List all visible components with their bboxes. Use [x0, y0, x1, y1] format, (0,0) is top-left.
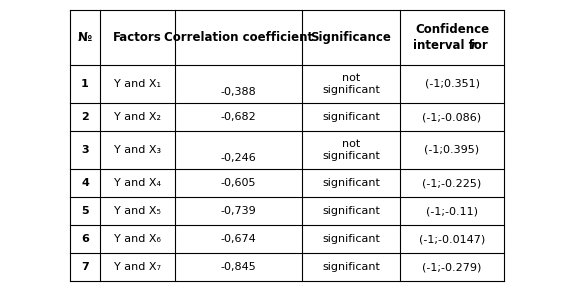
Text: significant: significant: [322, 234, 380, 244]
Text: (-1;0.351): (-1;0.351): [425, 79, 479, 89]
Text: Correlation coefficient: Correlation coefficient: [164, 31, 313, 44]
Text: Y and X₃: Y and X₃: [114, 145, 161, 155]
Text: №: №: [78, 31, 92, 44]
Text: Significance: Significance: [311, 31, 391, 44]
Text: -0,739: -0,739: [220, 206, 257, 216]
Text: Y and X₅: Y and X₅: [114, 206, 161, 216]
Text: significant: significant: [322, 206, 380, 216]
Text: Y and X₁: Y and X₁: [114, 79, 161, 89]
Text: -0,388: -0,388: [220, 87, 257, 97]
Text: not
significant: not significant: [322, 139, 380, 161]
Text: 4: 4: [81, 178, 89, 188]
Text: -0,845: -0,845: [220, 262, 257, 272]
Text: (-1;-0.279): (-1;-0.279): [422, 262, 482, 272]
Text: (-1;-0.086): (-1;-0.086): [422, 112, 482, 122]
Text: significant: significant: [322, 262, 380, 272]
Text: 1: 1: [81, 79, 89, 89]
Text: (-1;-0.11): (-1;-0.11): [426, 206, 478, 216]
Text: 3: 3: [81, 145, 89, 155]
Text: significant: significant: [322, 178, 380, 188]
Text: Y and X₂: Y and X₂: [114, 112, 161, 122]
Text: not
significant: not significant: [322, 73, 380, 95]
Text: -0,674: -0,674: [220, 234, 257, 244]
Text: r: r: [471, 39, 477, 52]
Text: (-1;-0.0147): (-1;-0.0147): [419, 234, 485, 244]
Text: 5: 5: [81, 206, 89, 216]
Text: 7: 7: [81, 262, 89, 272]
Text: Confidence: Confidence: [415, 23, 489, 36]
Text: interval for: interval for: [413, 39, 491, 52]
Text: -0,682: -0,682: [220, 112, 257, 122]
Text: (-1;-0.225): (-1;-0.225): [422, 178, 482, 188]
Text: 6: 6: [81, 234, 89, 244]
Text: -0,605: -0,605: [221, 178, 256, 188]
Text: significant: significant: [322, 112, 380, 122]
Text: Y and X₆: Y and X₆: [114, 234, 161, 244]
Text: Y and X₇: Y and X₇: [114, 262, 161, 272]
Text: Factors: Factors: [113, 31, 162, 44]
Text: (-1;0.395): (-1;0.395): [424, 145, 479, 155]
Text: 2: 2: [81, 112, 89, 122]
Text: Y and X₄: Y and X₄: [114, 178, 161, 188]
Text: -0,246: -0,246: [220, 153, 257, 163]
